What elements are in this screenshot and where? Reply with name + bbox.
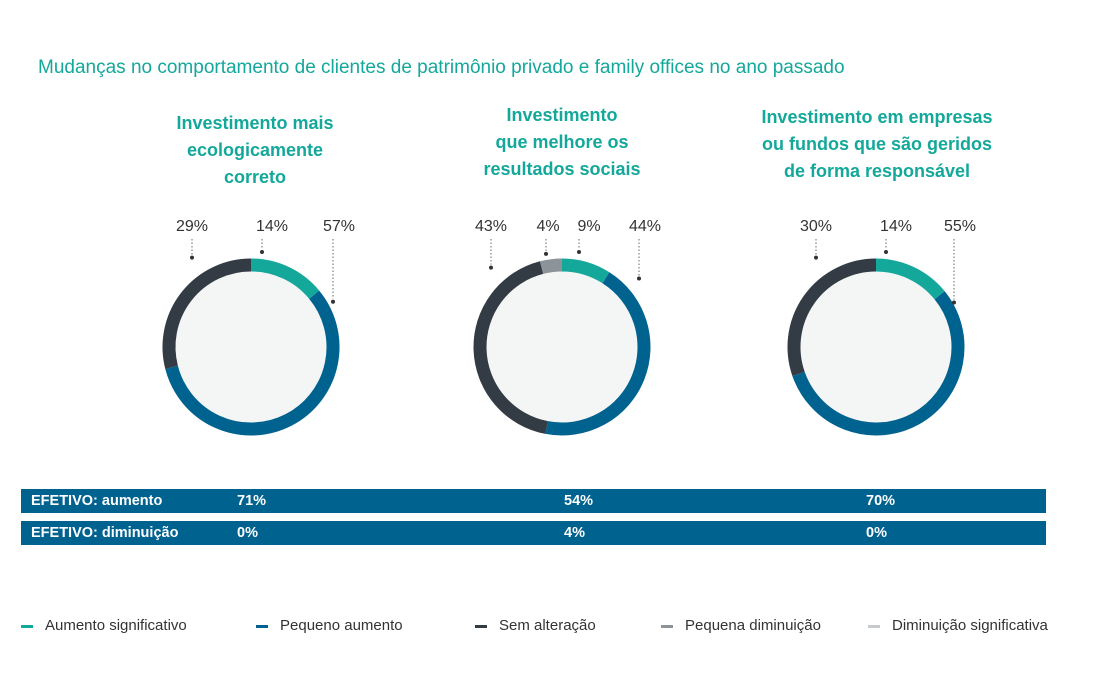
leader-dot [952,300,956,305]
chart-title-line: resultados sociais [483,159,641,179]
chart-title-line: correto [223,167,286,187]
donut-segment [250,258,320,300]
donut-center [800,271,952,423]
chart-title-line: Investimento em empresas [761,107,993,127]
chart-title-social: Investimento que melhore os resultados s… [402,102,722,183]
chart-title-line: de forma responsável [783,161,971,181]
legend-swatch [256,625,268,628]
legend-swatch [21,625,33,628]
segment-label: 30% [800,218,832,235]
donut-segment [162,258,252,370]
summary-row-diminuicao: EFETIVO: diminuição 0% 4% 0% [21,521,1046,545]
legend: Aumento significativo Pequeno aumento Se… [0,617,1096,637]
segment-label: 14% [256,218,288,235]
segment-label: 55% [944,218,976,235]
donut-center [486,271,638,423]
donut-segment [545,272,651,436]
segment-label: 57% [323,218,355,235]
donut-segment [787,258,877,376]
summary-value: 0% [866,525,887,541]
donut-segment [792,291,965,436]
donut-segment [539,258,563,274]
chart-title-line: Investimento [506,105,618,125]
leader-dot [489,265,493,270]
leader-dot [331,299,335,304]
donut-charts: 14% 57% 29% 9% 44% 43% 4% 14% 55% 30% [162,218,976,436]
chart-title-line: ecologicamente [186,140,324,160]
leader-dot [190,255,194,260]
segment-label: 4% [536,218,559,235]
donut-segment [875,258,945,300]
chart-title-line: que melhore os [495,132,629,152]
legend-label: Pequeno aumento [280,617,403,634]
leader-dot [577,250,581,255]
segment-label: 9% [577,218,600,235]
chart-title-line: Investimento mais [176,113,334,133]
summary-row-label: EFETIVO: aumento [31,493,163,509]
donut-segment [561,258,610,284]
chart-title-responsavel: Investimento em empresas ou fundos que s… [717,104,1037,185]
legend-swatch [475,625,487,628]
summary-value: 70% [866,493,896,509]
leader-dot [260,250,264,255]
summary-row-aumento: EFETIVO: aumento 71% 54% 70% [21,489,1046,513]
summary-value: 4% [564,525,585,541]
leader-dot [544,251,548,256]
segment-label: 29% [176,218,208,235]
donut-segment [165,290,340,436]
summary-value: 71% [237,493,267,509]
legend-label: Pequena diminuição [685,617,821,634]
leader-dot [884,250,888,255]
legend-label: Aumento significativo [45,617,187,634]
chart-title-line: ou fundos que são geridos [761,134,992,154]
summary-row-label: EFETIVO: diminuição [31,525,179,541]
leader-dot [637,276,641,281]
legend-swatch [868,625,880,628]
donut-center [175,271,327,423]
summary-value: 0% [237,525,258,541]
page-title: Mudanças no comportamento de clientes de… [38,57,845,78]
summary-value: 54% [564,493,594,509]
chart-title-ecologico: Investimento mais ecologicamente correto [95,110,415,191]
legend-swatch [661,625,673,628]
segment-label: 44% [629,218,661,235]
segment-label: 14% [880,218,912,235]
donut-segment [473,261,548,434]
leader-dot [814,255,818,260]
legend-label: Diminuição significativa [892,617,1048,634]
segment-label: 43% [475,218,507,235]
legend-label: Sem alteração [499,617,596,634]
